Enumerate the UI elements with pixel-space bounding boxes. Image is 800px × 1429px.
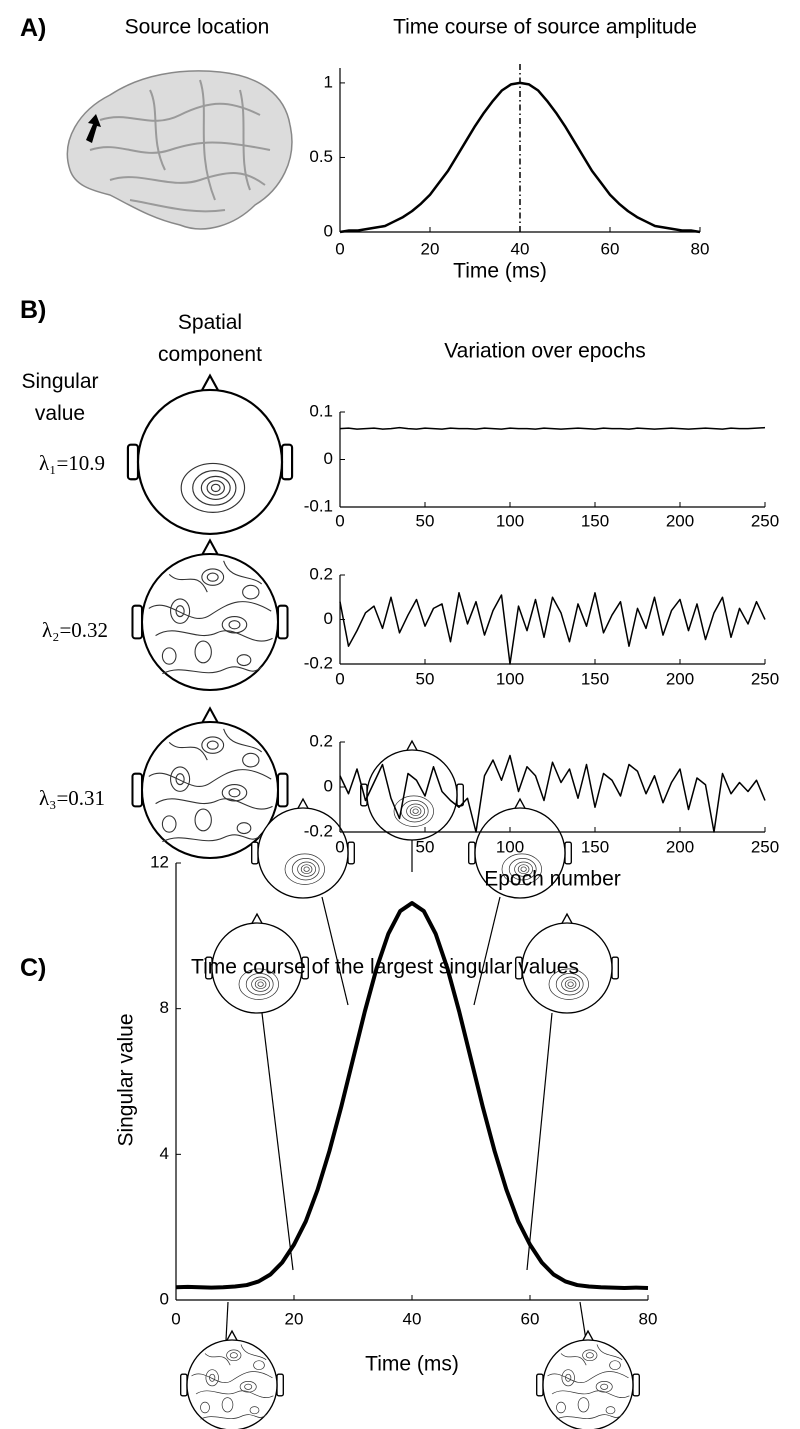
- x-tick-label: 40: [403, 1309, 422, 1328]
- panel-label: C): [20, 954, 47, 982]
- y-tick-label: 0: [160, 1289, 169, 1308]
- x-tick-label: 60: [601, 239, 620, 258]
- x-tick-label: 250: [751, 837, 779, 856]
- y-tick-label: 0.2: [309, 731, 333, 750]
- y-tick-label: -0.2: [304, 653, 333, 672]
- connector-lines: [225, 840, 587, 1341]
- x-tick-label: 20: [421, 239, 440, 258]
- scalp-map: [131, 539, 289, 692]
- chart-title: Time course of the largest singular valu…: [191, 956, 579, 979]
- x-tick-label: 250: [751, 511, 779, 530]
- row-label: λ₃=0.31: [39, 786, 105, 810]
- y-tick-label: 0.2: [309, 564, 333, 583]
- x-tick-label: 100: [496, 511, 524, 530]
- x-axis-label: Epoch number: [484, 868, 621, 891]
- x-tick-label: 0: [335, 511, 344, 530]
- x-tick-label: 80: [691, 239, 710, 258]
- x-tick-label: 50: [416, 669, 435, 688]
- data-line: [175, 901, 649, 1290]
- y-tick-label: 12: [150, 852, 169, 871]
- brain-image: [66, 70, 293, 230]
- y-tick-label: 0.1: [309, 401, 333, 420]
- x-tick-label: 100: [496, 669, 524, 688]
- y-tick-label: 0.5: [309, 147, 333, 166]
- x-tick-label: 20: [285, 1309, 304, 1328]
- y-tick-label: 1: [324, 72, 333, 91]
- data-line: [339, 754, 766, 833]
- x-tick-label: 200: [666, 511, 694, 530]
- row-label: λ₂=0.32: [42, 618, 108, 642]
- data-line: [339, 592, 766, 665]
- y-tick-label: 0: [324, 776, 333, 795]
- x-tick-label: 0: [335, 837, 344, 856]
- image-title: Source location: [125, 16, 270, 39]
- x-tick-label: 40: [511, 239, 530, 258]
- x-tick-label: 200: [666, 669, 694, 688]
- panel-label: B): [20, 296, 47, 324]
- x-tick-label: 0: [335, 239, 344, 258]
- column-header: Singular value: [21, 370, 99, 425]
- x-tick-label: 150: [581, 669, 609, 688]
- x-tick-label: 80: [639, 1309, 658, 1328]
- chart-title: Variation over epochs: [444, 340, 646, 363]
- y-axis-label: Singular value: [115, 1013, 138, 1146]
- y-tick-label: 8: [160, 998, 169, 1017]
- panel-label: A): [20, 14, 47, 42]
- x-axis-label: Time (ms): [365, 1353, 459, 1376]
- scalp-map: [126, 374, 294, 536]
- x-tick-label: 250: [751, 669, 779, 688]
- x-axis-label: Time (ms): [453, 260, 547, 283]
- x-tick-label: 150: [581, 511, 609, 530]
- scalp-map: [180, 1330, 284, 1429]
- y-tick-label: -0.1: [304, 496, 333, 515]
- y-tick-label: -0.2: [304, 821, 333, 840]
- y-tick-label: 4: [160, 1144, 169, 1163]
- data-line: [339, 81, 701, 234]
- scalp-map: [360, 740, 464, 841]
- scalp-map: [536, 1330, 640, 1429]
- x-tick-label: 0: [171, 1309, 180, 1328]
- chart-title: Time course of source amplitude: [393, 16, 697, 39]
- y-tick-label: 0: [324, 449, 333, 468]
- x-tick-label: 50: [416, 837, 435, 856]
- x-tick-label: 0: [335, 669, 344, 688]
- x-tick-label: 100: [496, 837, 524, 856]
- column-header: Spatial component: [158, 311, 262, 366]
- x-tick-label: 150: [581, 837, 609, 856]
- x-tick-label: 200: [666, 837, 694, 856]
- x-tick-label: 60: [521, 1309, 540, 1328]
- y-tick-label: 0: [324, 609, 333, 628]
- data-line: [339, 426, 766, 430]
- y-tick-label: 0: [324, 221, 333, 240]
- row-label: λ₁=10.9: [39, 451, 105, 475]
- x-tick-label: 50: [416, 511, 435, 530]
